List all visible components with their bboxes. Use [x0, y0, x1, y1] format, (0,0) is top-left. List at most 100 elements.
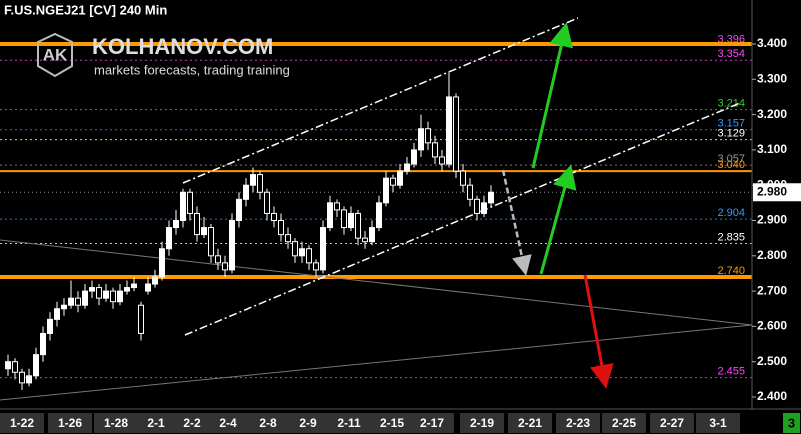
x-tick-label: 2-19: [470, 416, 494, 430]
candle-body: [47, 318, 53, 334]
candle-body: [117, 290, 123, 303]
candle-body: [131, 283, 137, 289]
candle-body: [439, 156, 445, 165]
x-tick-label: 2-1: [147, 416, 165, 430]
candle-body: [418, 128, 424, 151]
candle-body: [299, 248, 305, 257]
candle-body: [341, 209, 347, 229]
candle-body: [453, 96, 459, 172]
level-label: 2.740: [717, 265, 745, 277]
level-label: 3.129: [717, 128, 745, 140]
x-tick-box: [602, 413, 646, 433]
x-tick-label: 2-21: [518, 416, 542, 430]
candle-body: [334, 202, 340, 211]
candle-body: [285, 234, 291, 243]
candle-body: [432, 142, 438, 158]
candle-body: [152, 276, 158, 285]
arrow: [531, 22, 573, 169]
axis-layer: 2.4002.5002.6002.7002.8002.9003.0003.100…: [0, 36, 801, 433]
candle-body: [54, 308, 60, 320]
x-tick-box: [286, 413, 330, 433]
badge: [783, 413, 800, 433]
last-price-label: 2.980: [757, 184, 787, 198]
level-label: 2.835: [717, 231, 745, 243]
arrow: [539, 164, 577, 275]
y-tick-label: 3.400: [757, 36, 787, 50]
candle-body: [82, 290, 88, 306]
logo-frame: [37, 32, 73, 78]
candle-body: [411, 149, 417, 165]
level-label: 3.157: [717, 118, 745, 130]
watermark-site: KOLHANOV.COM: [92, 34, 273, 59]
candle-body: [173, 220, 179, 229]
candle-body: [376, 202, 382, 229]
candle-body: [306, 248, 312, 264]
badge-text: 3: [788, 415, 795, 430]
candle-body: [369, 227, 375, 243]
candle-body: [201, 227, 207, 236]
candle-body: [166, 227, 172, 250]
candle-body: [138, 304, 144, 334]
candle-body: [61, 304, 67, 310]
x-tick-box: [48, 413, 92, 433]
candle-body: [488, 191, 494, 204]
y-tick-label: 2.700: [757, 283, 787, 297]
last-price-box: [753, 183, 801, 202]
candle-body: [75, 297, 81, 306]
logo-text: AK: [43, 45, 68, 64]
candle-body: [12, 361, 18, 373]
candle-body: [187, 191, 193, 214]
candle-body: [26, 375, 32, 384]
candle-body: [460, 170, 466, 186]
candle-body: [292, 241, 298, 257]
x-tick-label: 3-1: [709, 416, 727, 430]
candle-body: [446, 96, 452, 165]
candle-body: [327, 202, 333, 229]
candle-body: [124, 287, 130, 292]
level-label: 3.354: [717, 48, 745, 60]
candle-body: [19, 371, 25, 384]
x-tick-box: [410, 413, 454, 433]
candle-body: [68, 297, 74, 306]
x-tick-box: [370, 413, 414, 433]
candle-body: [236, 198, 242, 222]
x-tick-label: 2-17: [420, 416, 444, 430]
x-tick-box: [206, 413, 250, 433]
candle-body: [320, 227, 326, 271]
candle-body: [348, 212, 354, 229]
y-tick-label: 3.300: [757, 71, 787, 85]
x-tick-box: [246, 413, 290, 433]
candle-body: [397, 170, 403, 186]
level-label: 2.904: [717, 207, 745, 219]
candle-body: [229, 220, 235, 271]
candle-body: [33, 354, 39, 377]
trend-line: [0, 324, 753, 401]
x-tick-label: 1-28: [104, 416, 128, 430]
candle-body: [145, 283, 151, 292]
x-tick-box: [650, 413, 694, 433]
candle-body: [425, 128, 431, 144]
candle-body: [313, 262, 319, 271]
y-tick-label: 2.400: [757, 389, 787, 403]
y-tick-label: 2.900: [757, 213, 787, 227]
x-tick-box: [170, 413, 214, 433]
x-tick-label: 2-8: [259, 416, 277, 430]
candle-body: [96, 287, 102, 299]
levels-layer: 3.3963.3543.2143.1573.1293.0573.0402.904…: [0, 33, 752, 379]
candle-body: [355, 212, 361, 239]
candle-body: [40, 332, 46, 356]
x-tick-label: 2-15: [380, 416, 404, 430]
x-tick-box: [508, 413, 552, 433]
y-tick-label: 3.200: [757, 107, 787, 121]
x-tick-label: 2-4: [219, 416, 237, 430]
x-tick-label: 2-27: [660, 416, 684, 430]
x-tick-box: [134, 413, 178, 433]
chart-title: F.US.NGEJ21 [CV] 240 Min: [4, 2, 167, 17]
x-tick-label: 2-11: [337, 416, 361, 430]
candle-body: [243, 184, 249, 200]
x-tick-box: [460, 413, 504, 433]
candle-body: [103, 290, 109, 299]
candle-body: [222, 262, 228, 271]
x-tick-box: [327, 413, 371, 433]
x-tick-label: 1-22: [10, 416, 34, 430]
